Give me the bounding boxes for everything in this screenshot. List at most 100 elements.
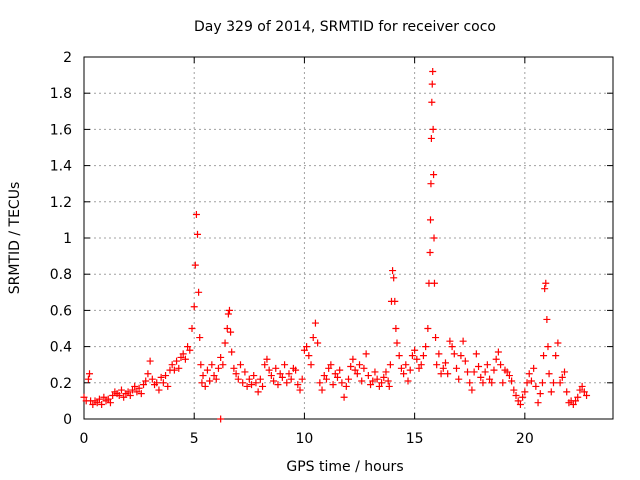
data-point <box>556 379 564 387</box>
data-point <box>243 382 251 390</box>
data-point <box>303 343 311 351</box>
data-point <box>318 386 326 394</box>
data-point <box>386 361 394 369</box>
data-point <box>384 377 392 385</box>
data-point <box>252 379 260 387</box>
data-point <box>417 361 425 369</box>
data-point <box>430 234 438 242</box>
data-point <box>157 373 165 381</box>
data-point <box>106 399 114 407</box>
data-point <box>516 401 524 409</box>
data-point <box>429 125 437 133</box>
data-point <box>364 372 372 380</box>
data-point <box>437 370 445 378</box>
axis-ticks <box>83 56 613 420</box>
data-point <box>580 388 588 396</box>
data-point <box>327 361 335 369</box>
data-point <box>115 391 123 399</box>
data-point <box>483 361 491 369</box>
data-point <box>455 375 463 383</box>
data-point <box>378 379 386 387</box>
y-tick-label: 0 <box>63 412 72 428</box>
data-point <box>540 352 548 360</box>
data-point <box>212 375 220 383</box>
data-point <box>527 377 535 385</box>
data-point <box>322 375 330 383</box>
data-point <box>503 368 511 376</box>
y-tick-label: 0.2 <box>50 376 72 392</box>
data-point <box>214 364 222 372</box>
data-point <box>576 386 584 394</box>
data-point <box>162 372 170 380</box>
y-tick-labels: 0 0.2 0.4 0.6 0.8 1 1.2 1.4 1.6 1.8 2 <box>50 50 72 428</box>
data-point <box>265 366 273 374</box>
data-point <box>117 386 125 394</box>
data-point <box>385 382 393 390</box>
data-point <box>353 370 361 378</box>
data-point <box>175 364 183 372</box>
data-point <box>395 352 403 360</box>
data-point <box>408 352 416 360</box>
data-point <box>468 386 476 394</box>
data-point <box>181 355 189 363</box>
data-point <box>390 274 398 282</box>
data-point <box>392 325 400 332</box>
data-point <box>411 346 419 354</box>
y-tick-label: 1.8 <box>50 86 72 102</box>
data-point <box>486 375 494 383</box>
data-point <box>206 377 214 385</box>
data-point <box>525 370 533 378</box>
data-point <box>512 391 520 399</box>
data-point <box>95 395 103 403</box>
data-point <box>192 210 200 218</box>
data-point <box>342 382 350 390</box>
data-point <box>356 361 364 369</box>
data-point <box>228 348 236 356</box>
data-point <box>100 393 108 401</box>
data-point <box>146 357 154 365</box>
data-point <box>232 370 240 378</box>
data-point <box>194 230 202 238</box>
data-point <box>427 180 435 188</box>
data-point <box>254 388 262 396</box>
x-tick-label: 15 <box>406 431 424 447</box>
data-point <box>197 361 205 369</box>
data-point <box>219 361 227 369</box>
data-point <box>287 375 295 383</box>
data-point <box>274 381 282 389</box>
data-point <box>543 315 551 323</box>
data-point <box>400 370 408 378</box>
data-point <box>439 364 447 372</box>
data-point <box>441 359 449 367</box>
data-point <box>140 381 148 389</box>
data-point <box>217 415 225 423</box>
data-point <box>406 366 414 374</box>
data-point <box>541 285 549 293</box>
data-point <box>325 364 333 372</box>
data-point <box>371 368 379 376</box>
data-point <box>558 373 566 381</box>
data-point <box>448 343 456 351</box>
data-point <box>545 370 553 378</box>
data-point <box>300 346 308 354</box>
data-point <box>144 370 152 378</box>
data-point <box>155 386 163 394</box>
data-point <box>402 361 410 369</box>
data-point <box>250 372 258 380</box>
grid-lines <box>84 57 613 419</box>
data-point <box>267 372 275 380</box>
data-point <box>369 377 377 385</box>
data-point <box>133 388 141 396</box>
data-point <box>340 393 348 401</box>
data-point <box>430 279 438 287</box>
data-point <box>450 350 458 358</box>
data-point <box>336 366 344 374</box>
data-point <box>464 368 472 376</box>
data-point <box>583 391 591 399</box>
data-point <box>424 325 432 332</box>
data-point <box>488 379 496 387</box>
data-point <box>453 364 461 372</box>
data-point <box>536 390 544 398</box>
data-point <box>126 391 134 399</box>
data-point <box>574 393 582 401</box>
